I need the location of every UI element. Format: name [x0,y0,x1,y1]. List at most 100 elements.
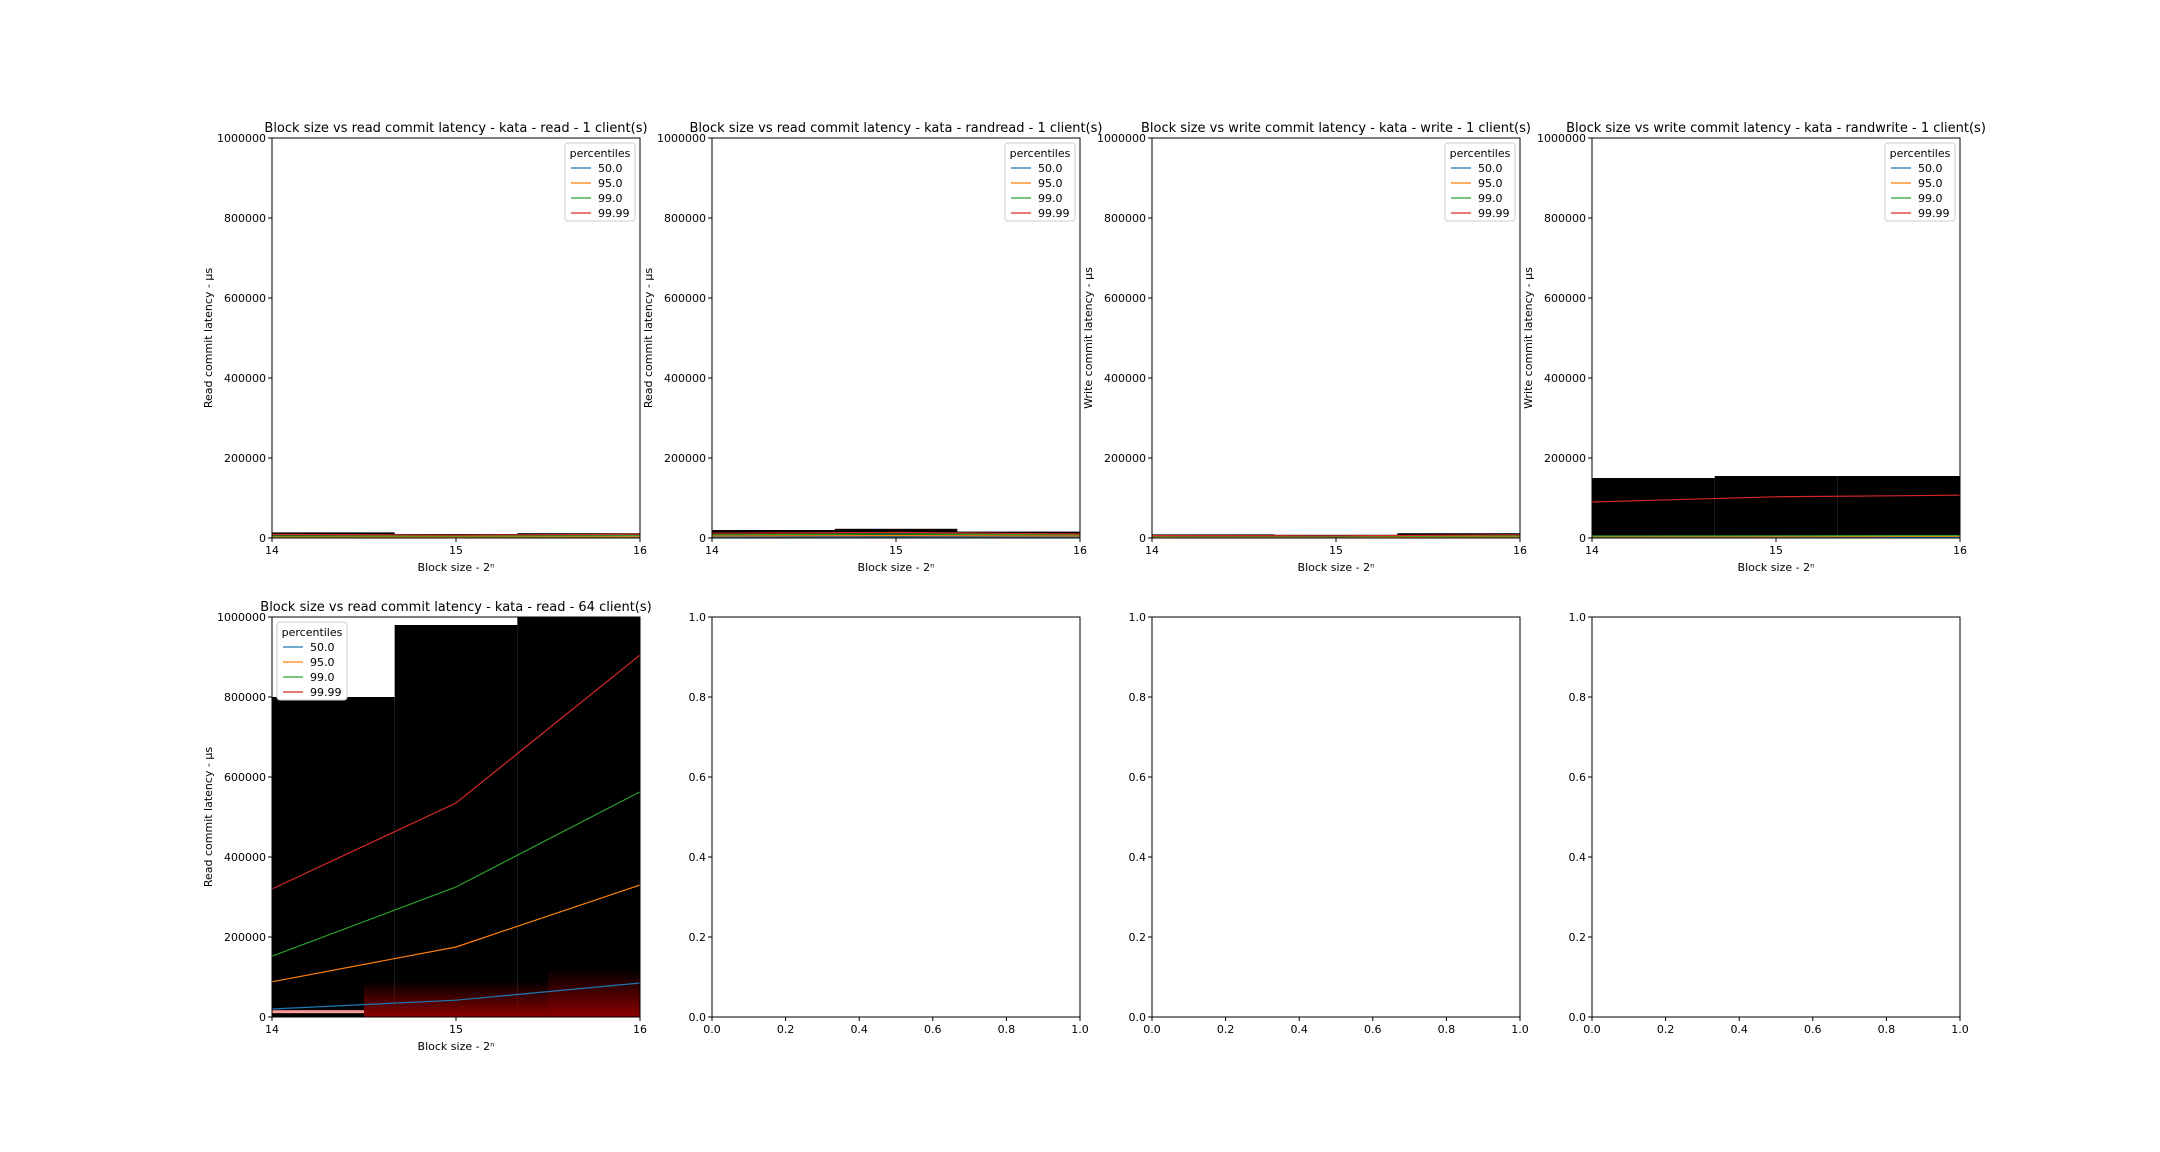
x-tick-label: 0.6 [924,1023,942,1036]
y-tick-label: 0.2 [689,931,707,944]
y-tick-label: 0.8 [1569,691,1587,704]
legend-entry: 99.0 [310,671,335,684]
x-tick-label: 0.0 [1583,1023,1601,1036]
x-tick-label: 14 [265,1023,279,1036]
y-tick-label: 1000000 [217,611,266,624]
band-segment [1592,478,1715,538]
legend-title: percentiles [1450,147,1511,160]
y-tick-label: 1000000 [1097,132,1146,145]
y-tick-label: 400000 [664,372,706,385]
x-tick-label: 15 [1329,544,1343,557]
legend-entry: 99.0 [598,192,623,205]
series-line-99.0 [271,534,641,537]
x-tick-label: 0.8 [1878,1023,1896,1036]
x-axis-label: Block size - 2ⁿ [418,561,495,574]
y-tick-label: 0.0 [1569,1011,1587,1024]
x-axis-label: Block size - 2ⁿ [858,561,935,574]
x-tick-label: 16 [1073,544,1087,557]
y-tick-label: 0.8 [1129,691,1147,704]
x-tick-label: 16 [633,1023,647,1036]
y-axis-label: Read commit latency - μs [642,268,655,409]
x-axis-label: Block size - 2ⁿ [418,1040,495,1053]
chart-title: Block size vs write commit latency - kat… [1566,121,1986,136]
y-tick-label: 0.4 [1129,851,1147,864]
y-tick-label: 0.6 [689,771,707,784]
y-tick-label: 0.8 [689,691,707,704]
x-tick-label: 15 [889,544,903,557]
legend-title: percentiles [1890,147,1951,160]
legend-title: percentiles [1010,147,1071,160]
y-tick-label: 1.0 [1129,611,1147,624]
y-tick-label: 1000000 [217,132,266,145]
series-line-99.0 [1151,535,1521,538]
y-tick-label: 1.0 [689,611,707,624]
legend-entry: 95.0 [310,656,335,669]
y-axis-label: Write commit latency - μs [1522,267,1535,409]
y-axis-label: Write commit latency - μs [1082,267,1095,409]
y-tick-label: 0.4 [1569,851,1587,864]
x-tick-label: 1.0 [1071,1023,1089,1036]
series-line-99.99 [271,654,641,890]
chart-title: Block size vs read commit latency - kata… [690,121,1103,136]
series-line-50.0 [271,982,641,1010]
x-tick-label: 0.4 [1730,1023,1748,1036]
y-tick-label: 1000000 [657,132,706,145]
legend-entry: 99.0 [1478,192,1503,205]
legend-box [1444,142,1516,222]
x-tick-label: 14 [1585,544,1599,557]
band-segment [517,617,640,1017]
y-tick-label: 400000 [1544,372,1586,385]
x-tick-label: 0.2 [777,1023,795,1036]
y-tick-label: 800000 [1104,212,1146,225]
x-tick-label: 1.0 [1951,1023,1969,1036]
y-tick-label: 800000 [224,691,266,704]
x-tick-label: 16 [633,544,647,557]
y-tick-label: 200000 [664,452,706,465]
y-tick-label: 0 [1579,532,1586,545]
series-line-99.0 [711,533,1081,536]
y-tick-label: 400000 [224,851,266,864]
y-tick-label: 600000 [1544,292,1586,305]
band-segment [272,697,395,1017]
legend-entry: 95.0 [1038,177,1063,190]
y-tick-label: 0.6 [1129,771,1147,784]
x-tick-label: 0.2 [1657,1023,1675,1036]
y-tick-label: 1000000 [1537,132,1586,145]
y-tick-label: 0 [259,1011,266,1024]
legend-box [276,621,348,701]
axes-frame-6 [1151,616,1521,1018]
series-line-95.0 [271,884,641,983]
y-tick-label: 600000 [1104,292,1146,305]
legend-title: percentiles [282,626,343,639]
x-tick-label: 14 [1145,544,1159,557]
x-tick-label: 0.0 [703,1023,721,1036]
x-axis-label: Block size - 2ⁿ [1298,561,1375,574]
x-tick-label: 16 [1513,544,1527,557]
y-tick-label: 800000 [224,212,266,225]
legend-box [564,142,636,222]
chart-title: Block size vs read commit latency - kata… [264,121,647,136]
y-tick-label: 600000 [664,292,706,305]
legend-title: percentiles [570,147,631,160]
legend-entry: 50.0 [1038,162,1063,175]
y-tick-label: 200000 [224,931,266,944]
band-segment [834,528,958,538]
y-axis-label: Read commit latency - μs [202,268,215,409]
axes-frame-5 [711,616,1081,1018]
y-tick-label: 0 [1139,532,1146,545]
y-tick-label: 0 [259,532,266,545]
x-tick-label: 14 [705,544,719,557]
band-segment [1837,476,1960,538]
legend-entry: 50.0 [598,162,623,175]
y-tick-label: 0.4 [689,851,707,864]
band-highlight [272,1010,364,1014]
chart-title: Block size vs write commit latency - kat… [1141,121,1531,136]
legend-box [1884,142,1956,222]
band-segment [394,625,518,1017]
x-tick-label: 15 [1769,544,1783,557]
chart-title: Block size vs read commit latency - kata… [260,600,651,615]
legend-entry: 95.0 [598,177,623,190]
plot-area-5 [712,617,1080,1017]
y-tick-label: 200000 [1104,452,1146,465]
